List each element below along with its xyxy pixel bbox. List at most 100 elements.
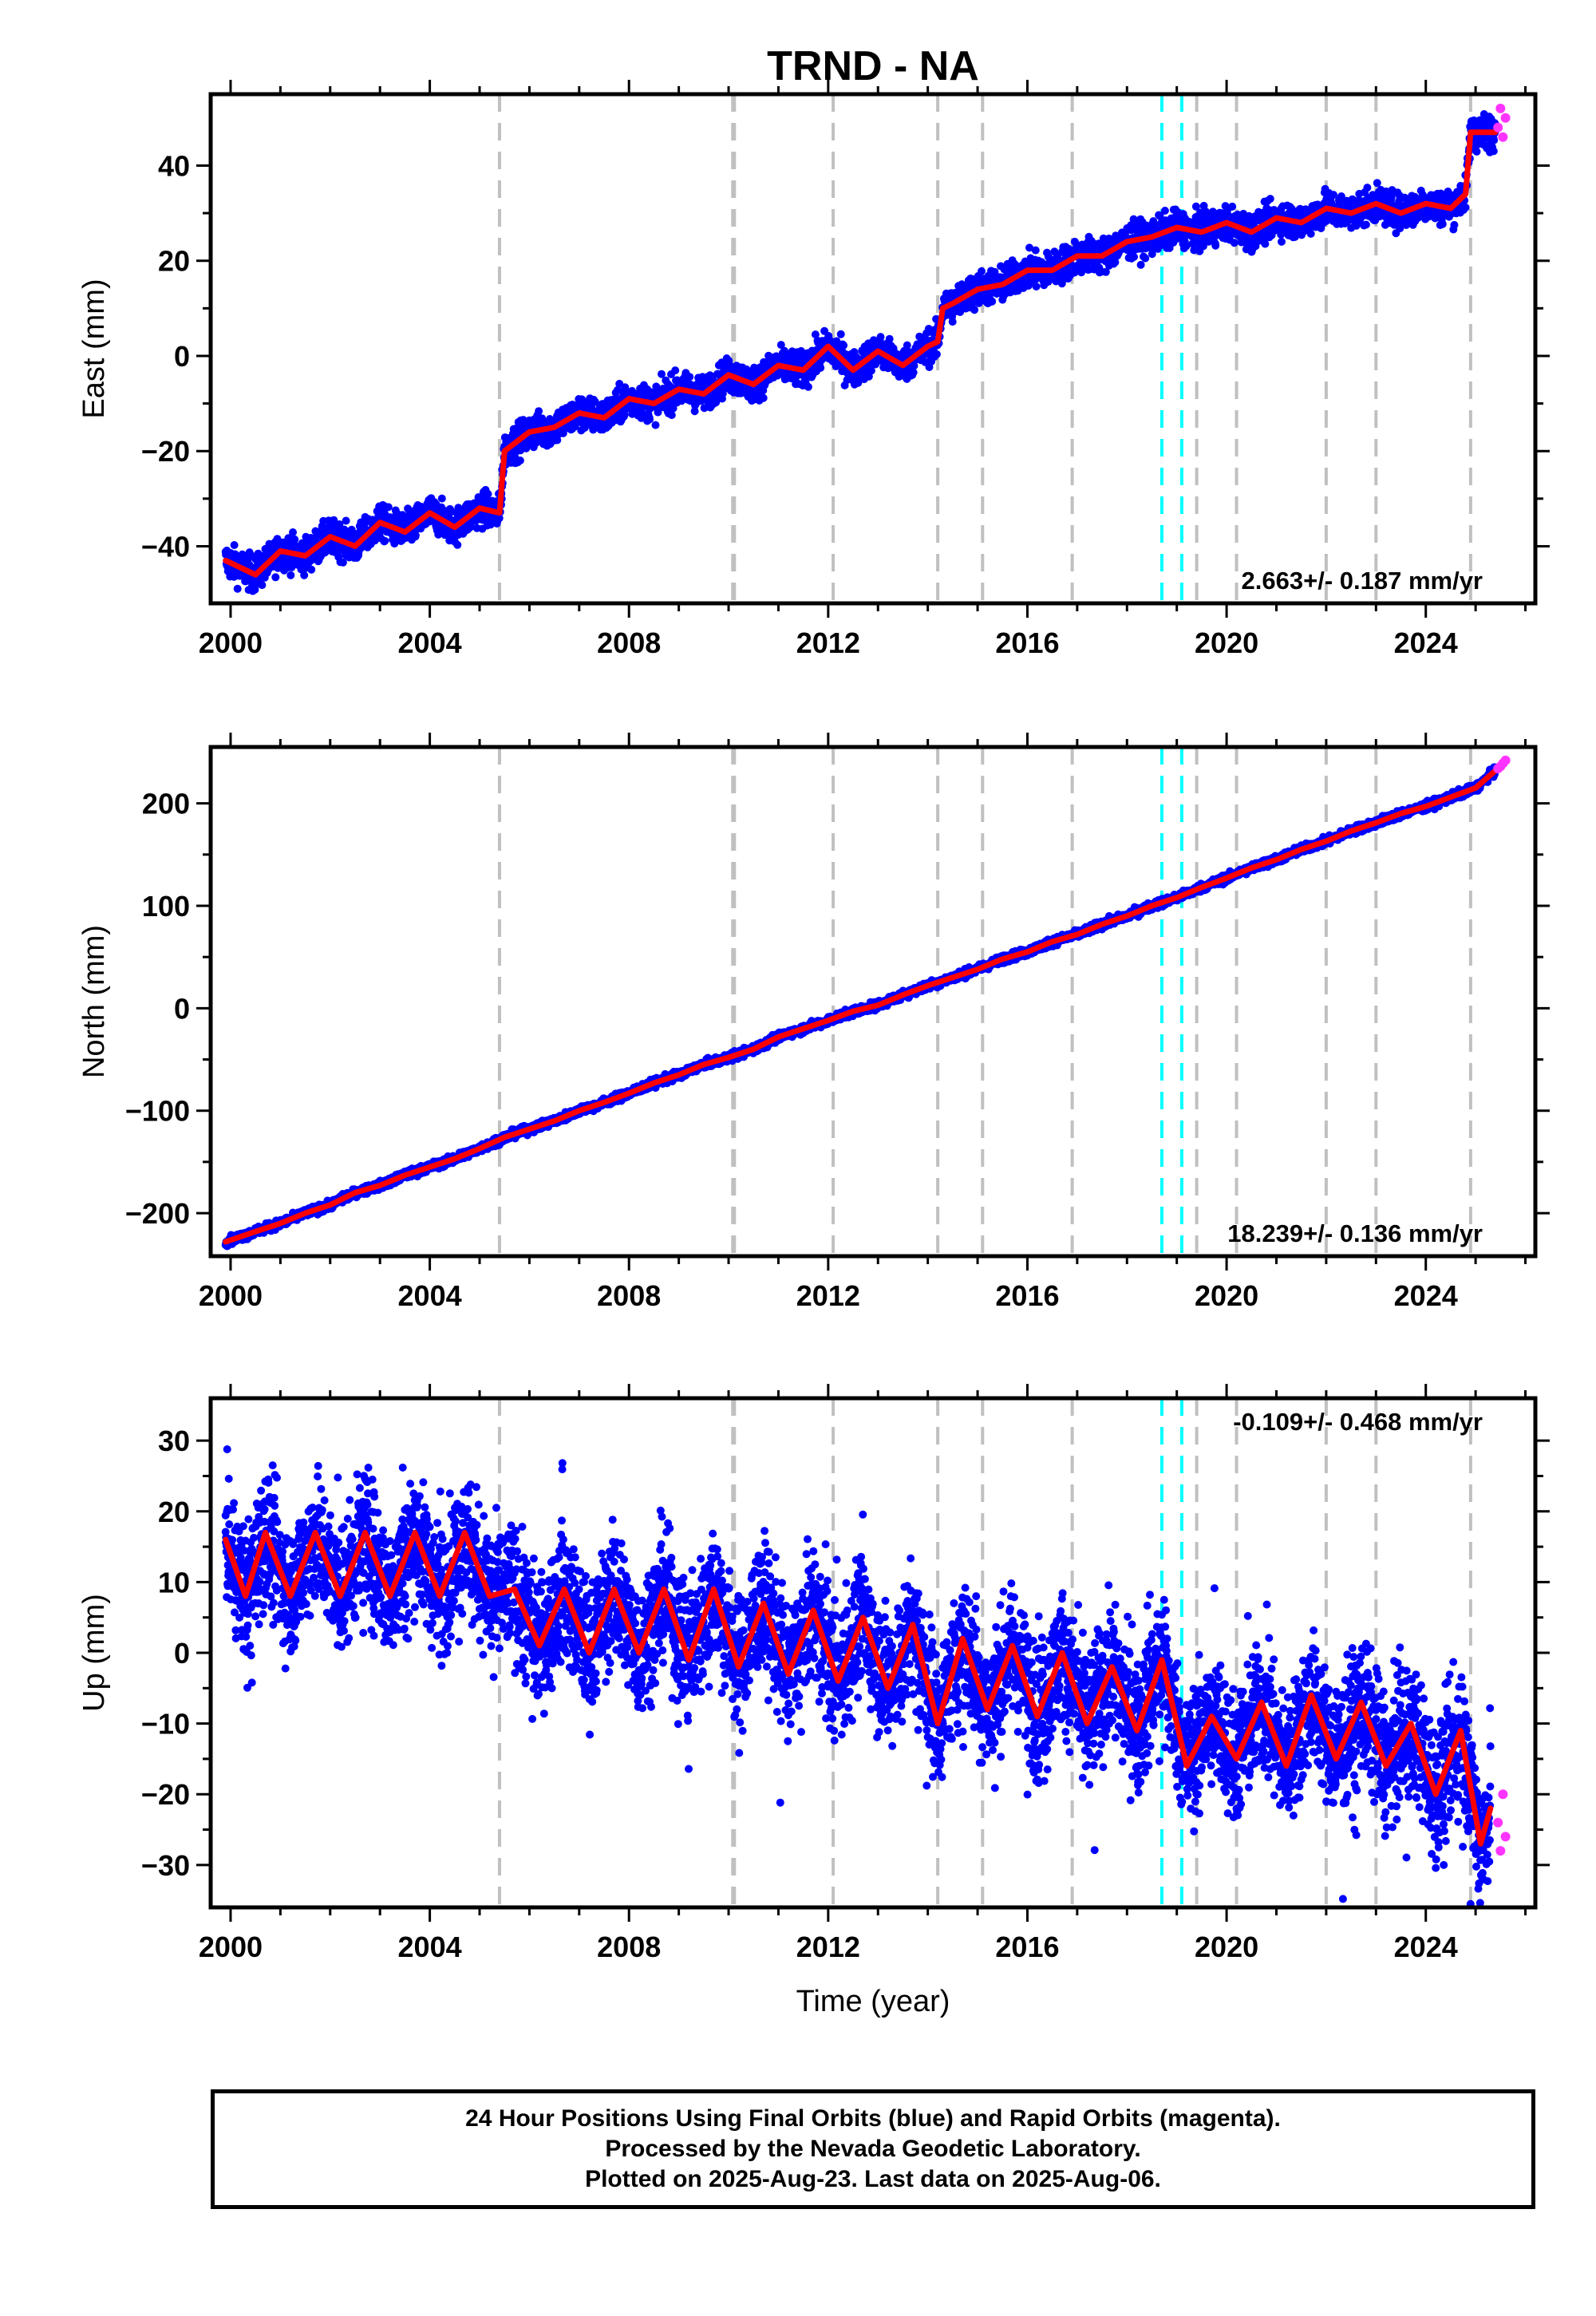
final-orbit-point <box>759 393 768 402</box>
final-orbit-point <box>970 306 979 314</box>
final-orbit-point <box>832 337 841 346</box>
final-orbit-point <box>667 411 676 420</box>
final-orbit-point <box>690 407 699 416</box>
final-orbit-point <box>903 341 911 350</box>
final-orbit-point <box>1278 237 1286 246</box>
plot-area <box>221 94 1511 603</box>
final-orbit-point <box>776 341 785 350</box>
x-tick-label: 2012 <box>796 626 860 659</box>
final-orbit-point <box>1261 239 1270 248</box>
final-orbit-point <box>1450 220 1459 229</box>
final-orbit-point <box>338 558 347 567</box>
y-tick-label: −40 <box>141 530 190 563</box>
final-orbit-point <box>1306 229 1315 238</box>
final-orbit-point <box>811 330 820 339</box>
final-orbit-point <box>1337 192 1345 200</box>
final-orbit-point <box>658 370 666 378</box>
final-orbit-point <box>1361 220 1370 229</box>
final-orbit-point <box>654 408 662 417</box>
rapid-orbit-point <box>1500 113 1511 123</box>
final-orbit-point <box>1329 191 1338 200</box>
plot-frame <box>208 92 1538 606</box>
final-orbit-point <box>836 330 845 338</box>
final-orbit-point <box>816 363 825 372</box>
final-orbit-point <box>286 571 295 579</box>
final-orbit-point <box>516 456 524 464</box>
x-tick-label: 2016 <box>995 626 1059 659</box>
final-orbit-point <box>1373 179 1381 188</box>
final-orbit-point <box>453 540 462 549</box>
final-orbit-point <box>1182 242 1191 251</box>
final-orbit-point <box>854 378 863 387</box>
rapid-orbit-point <box>1495 103 1506 113</box>
final-orbit-point <box>1266 195 1274 204</box>
y-tick-label: 0 <box>174 340 190 373</box>
final-orbit-point <box>671 366 680 375</box>
north-panel: 2000 2004 2008 2012 2016 2020 2024−200−1000100… <box>77 733 1550 1312</box>
y-axis-title: East (mm) <box>77 279 111 418</box>
final-orbit-point <box>1141 254 1150 263</box>
final-orbit-point <box>988 297 997 306</box>
final-orbit-point <box>1031 246 1040 255</box>
final-orbit-point <box>335 520 344 528</box>
final-orbit-point <box>1490 136 1499 144</box>
final-orbit-point <box>300 571 309 579</box>
plot-area <box>221 747 1511 1256</box>
final-orbit-point <box>1129 215 1138 223</box>
final-orbit-point <box>1032 283 1041 290</box>
x-tick-label: 2020 <box>1195 626 1258 659</box>
y-tick-label: 40 <box>158 149 190 182</box>
final-orbit-point <box>258 581 267 590</box>
final-orbit-point <box>271 573 280 582</box>
final-orbit-point <box>978 267 986 275</box>
final-orbit-point <box>384 503 393 512</box>
final-orbit-point <box>1211 241 1220 250</box>
figure-title: TRND - NA <box>767 43 979 89</box>
final-orbit-point <box>437 494 446 503</box>
final-orbit-point <box>1472 148 1481 156</box>
final-orbit-point <box>1191 202 1200 211</box>
x-tick-label: 2008 <box>597 626 661 659</box>
final-orbit-point <box>1461 204 1470 211</box>
final-orbit-point <box>839 341 848 350</box>
rapid-orbit-dots <box>1493 103 1511 142</box>
final-orbit-point <box>1188 239 1197 248</box>
final-orbit-point <box>342 516 350 525</box>
final-orbit-point <box>948 318 957 326</box>
final-orbit-point <box>1245 211 1254 220</box>
final-orbit-point <box>885 334 894 343</box>
final-orbit-point <box>1387 192 1396 201</box>
y-tick-label: −20 <box>141 435 190 468</box>
y-tick-label: 20 <box>158 245 190 278</box>
final-orbit-point <box>646 415 654 424</box>
rapid-orbit-point <box>1498 132 1508 142</box>
final-orbit-point <box>1348 195 1357 204</box>
final-orbit-point <box>290 535 299 543</box>
final-orbit-point <box>651 421 660 429</box>
final-orbit-point <box>909 368 918 377</box>
final-orbit-point <box>230 541 239 549</box>
final-orbit-point <box>804 382 812 391</box>
final-orbit-point <box>307 565 316 574</box>
final-orbit-point <box>411 531 420 539</box>
final-orbit-point <box>876 333 885 342</box>
final-orbit-point <box>1160 207 1169 215</box>
final-orbit-point <box>1228 202 1237 211</box>
x-tick-label: 2024 <box>1394 626 1458 659</box>
final-orbit-point <box>1136 260 1145 269</box>
final-orbit-point <box>685 373 694 381</box>
final-orbit-point <box>1230 239 1238 247</box>
final-orbit-point <box>334 527 342 536</box>
east-panel: 2000 2004 2008 2012 2016 2020 2024−40−2002040E… <box>77 80 1550 659</box>
rapid-orbit-point <box>1493 122 1503 132</box>
final-orbit-point <box>495 514 504 523</box>
x-tick-label: 2004 <box>398 626 462 659</box>
final-orbit-point <box>1130 252 1138 261</box>
model-curve <box>223 129 1499 578</box>
final-orbit-point <box>1148 250 1156 259</box>
final-orbit-point <box>1025 243 1033 252</box>
final-orbit-point <box>932 350 941 358</box>
final-orbit-point <box>620 411 629 419</box>
final-orbit-point <box>1101 267 1110 276</box>
